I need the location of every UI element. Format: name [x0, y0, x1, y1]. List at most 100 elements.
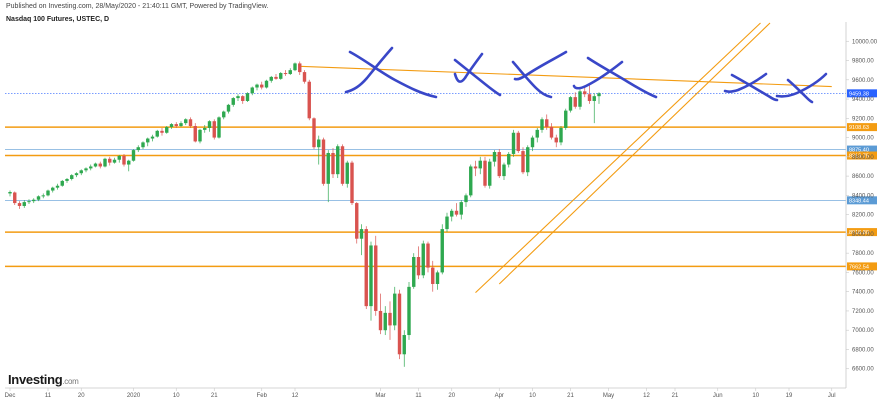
price-level-label: 9108.63: [849, 125, 869, 131]
x-tick-label: Dec: [5, 393, 16, 399]
candle-up: [41, 195, 45, 197]
x-tick-label: 10: [173, 393, 180, 399]
candle-down: [307, 81, 311, 119]
price-level-label: 8018.80: [849, 230, 869, 236]
price-level-label: 8875.40: [849, 148, 869, 154]
candle-up: [36, 196, 41, 200]
candle-up: [84, 168, 88, 171]
x-tick-label: 21: [672, 393, 679, 399]
price-level-label: 8813.75: [849, 154, 869, 160]
candle-down: [274, 76, 278, 79]
candle-up: [60, 180, 64, 186]
candle-up: [592, 96, 596, 101]
candle-up: [345, 162, 349, 184]
candle-up: [74, 173, 79, 176]
candle-up: [279, 73, 283, 79]
x-mark-6: [786, 78, 814, 104]
candle-up: [464, 195, 468, 203]
candle-up: [492, 152, 497, 162]
y-tick-label: 7000.00: [852, 328, 874, 334]
x-tick-label: Mar: [375, 393, 385, 399]
candle-down: [454, 210, 459, 215]
chart-header: Published on Investing.com, 28/May/2020 …: [6, 2, 268, 24]
candle-up: [46, 190, 50, 196]
candle-up: [226, 104, 231, 112]
candle-up: [488, 161, 492, 186]
y-axis: 6600.00 6800.00 7000.00 7200.00 7400.00 7600.…: [845, 22, 878, 388]
candle-up: [540, 119, 544, 130]
candle-down: [260, 84, 264, 88]
candle-up: [255, 84, 259, 88]
candle-up: [245, 93, 250, 101]
x-mark-2: [453, 58, 502, 97]
candle-down: [312, 118, 316, 148]
y-tick-label: 8400.00: [852, 193, 874, 199]
candle-up: [131, 150, 136, 161]
candle-down: [497, 152, 501, 177]
y-tick-label: 6800.00: [852, 347, 874, 353]
candle-up: [165, 126, 169, 133]
candle-up: [293, 63, 297, 71]
x-tick-label: Jun: [713, 393, 723, 399]
candle-up: [79, 170, 83, 174]
y-tick-label: 7400.00: [852, 290, 874, 296]
candle-up: [412, 257, 416, 287]
candle-up: [236, 96, 240, 99]
candle-up: [440, 229, 444, 273]
candle-down: [374, 245, 378, 311]
x-tick-label: 11: [45, 393, 52, 399]
x-mark-1: [348, 50, 438, 99]
candle-down: [122, 155, 126, 165]
x-tick-label: 11: [415, 393, 422, 399]
candle-up: [103, 158, 107, 167]
y-tick-label: 7200.00: [852, 309, 874, 315]
candle-up: [32, 199, 36, 202]
candle-down: [554, 137, 558, 143]
price-level-label: 9459.38: [849, 91, 869, 97]
candle-up: [269, 76, 273, 81]
candle-up: [127, 160, 131, 165]
candle-up: [89, 166, 93, 169]
candle-up: [217, 117, 221, 138]
x-tick-label: 10: [752, 393, 759, 399]
y-tick-label: 8800.00: [852, 155, 874, 161]
candle-down: [521, 151, 525, 173]
candle-up: [141, 142, 145, 148]
candle-down: [355, 203, 359, 239]
candle-up: [535, 129, 539, 138]
x-tick-label: 20: [78, 393, 85, 399]
trendline-channel-lower: [475, 22, 761, 294]
price-level-label: 8348.44: [849, 198, 869, 204]
candle-up: [250, 87, 254, 94]
candle-up: [8, 191, 12, 194]
x-mark-2b: [453, 52, 484, 83]
candle-up: [179, 123, 183, 127]
price-level-tag: [847, 228, 877, 237]
x-mark-4b: [572, 60, 624, 90]
trendlines: [299, 22, 832, 294]
candle-up: [27, 201, 31, 203]
candle-up: [369, 245, 373, 307]
candle-up: [203, 127, 207, 130]
y-tick-label: 8200.00: [852, 213, 874, 219]
candle-down: [241, 96, 245, 101]
x-mark-3: [511, 60, 553, 99]
published-caption: Published on Investing.com, 28/May/2020 …: [6, 3, 269, 10]
candle-up: [402, 335, 406, 355]
investing-logo: Investing.com: [8, 372, 79, 387]
candle-up: [51, 187, 55, 191]
y-tick-label: 8600.00: [852, 174, 874, 180]
y-tick-label: 9800.00: [852, 59, 874, 65]
candle-down: [545, 119, 549, 127]
y-tick-label: 8000.00: [852, 232, 874, 238]
x-tick-label: 2020: [127, 393, 141, 399]
candle-up: [198, 129, 202, 142]
candle-up: [136, 147, 140, 151]
candle-up: [393, 293, 397, 326]
x-mark-5b: [723, 72, 768, 93]
candle-up: [450, 210, 454, 217]
candle-down: [549, 126, 554, 138]
candle-down: [473, 166, 478, 169]
candle-up: [564, 110, 568, 128]
